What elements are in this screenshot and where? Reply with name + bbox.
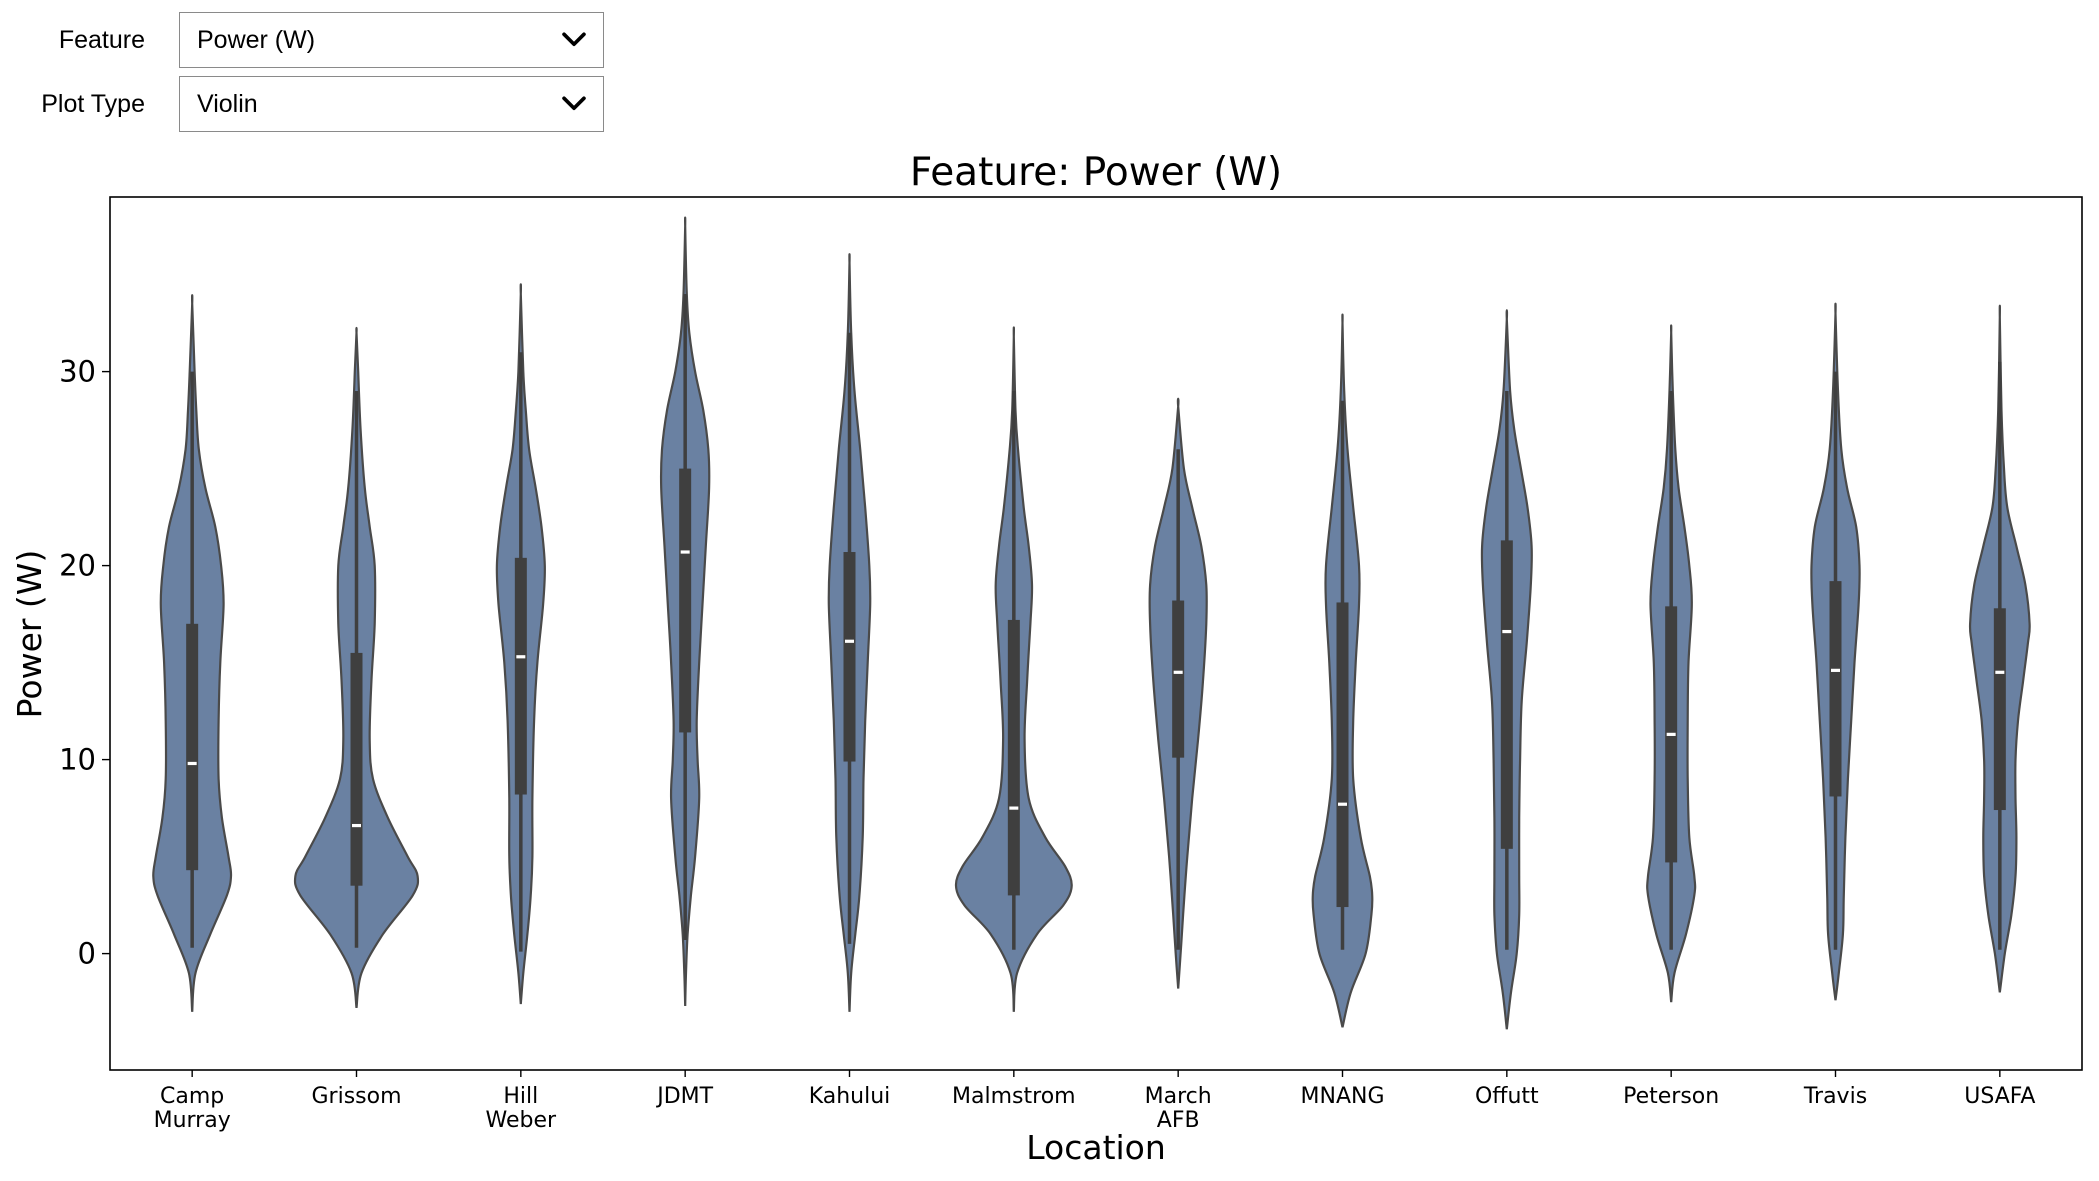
violin-iqr-box [514,557,527,795]
y-axis-title: Power (W) [10,550,49,719]
chevron-down-icon [562,32,586,47]
x-tick-label: Offutt [1475,1084,1539,1109]
plot-type-dropdown-value: Violin [197,89,258,118]
x-tick-label: USAFA [1964,1084,2035,1109]
x-tick-label: Grissom [311,1084,401,1109]
chevron-down-icon [562,96,586,111]
violin-iqr-box [186,623,199,871]
chart-title: Feature: Power (W) [910,150,1282,195]
y-tick-label: 20 [59,549,96,583]
x-axis-title: Location [1026,1128,1166,1167]
x-tick-label: MNANG [1301,1084,1385,1109]
violin-iqr-box [1500,540,1513,849]
feature-dropdown-value: Power (W) [197,25,316,54]
violin-iqr-box [843,552,856,762]
violin-iqr-box [1172,600,1185,758]
violin-iqr-box [679,468,692,733]
y-tick-label: 0 [78,937,96,971]
plot-type-control: Plot Type Violin [0,76,604,132]
violin-iqr-box [1336,602,1349,908]
feature-label: Feature [58,25,145,54]
violin-iqr-box [350,652,363,886]
x-tick-label: Hill Weber [486,1084,557,1133]
violin-iqr-box [1007,619,1020,896]
x-tick-label: Peterson [1623,1084,1719,1109]
plot-frame [109,196,2083,1071]
x-tick-label: Travis [1803,1084,1867,1109]
y-axis: 0 10 20 30 [59,355,110,971]
y-tick-label: 30 [59,355,96,389]
violin-iqr-box [1829,581,1842,797]
violin-chart: Feature: Power (W) 0 10 20 30 Camp Murray Gri… [10,150,2083,1167]
x-tick-label: JDMT [655,1084,713,1109]
x-axis: Camp Murray Grissom Hill Weber JDMT Kahului Mal… [154,1070,2035,1133]
y-tick-label: 10 [59,743,96,777]
x-tick-label: Kahului [809,1084,891,1109]
feature-control: Feature Power (W) [0,12,604,68]
violins-layer [152,216,2031,1030]
x-tick-label: Malmstrom [952,1084,1076,1109]
x-tick-label: March AFB [1145,1084,1212,1133]
feature-dropdown[interactable]: Power (W) [179,12,604,68]
plot-type-label: Plot Type [41,89,145,118]
violin-iqr-box [1993,608,2006,811]
x-tick-label: Camp Murray [154,1084,231,1133]
plot-type-dropdown[interactable]: Violin [179,76,604,132]
